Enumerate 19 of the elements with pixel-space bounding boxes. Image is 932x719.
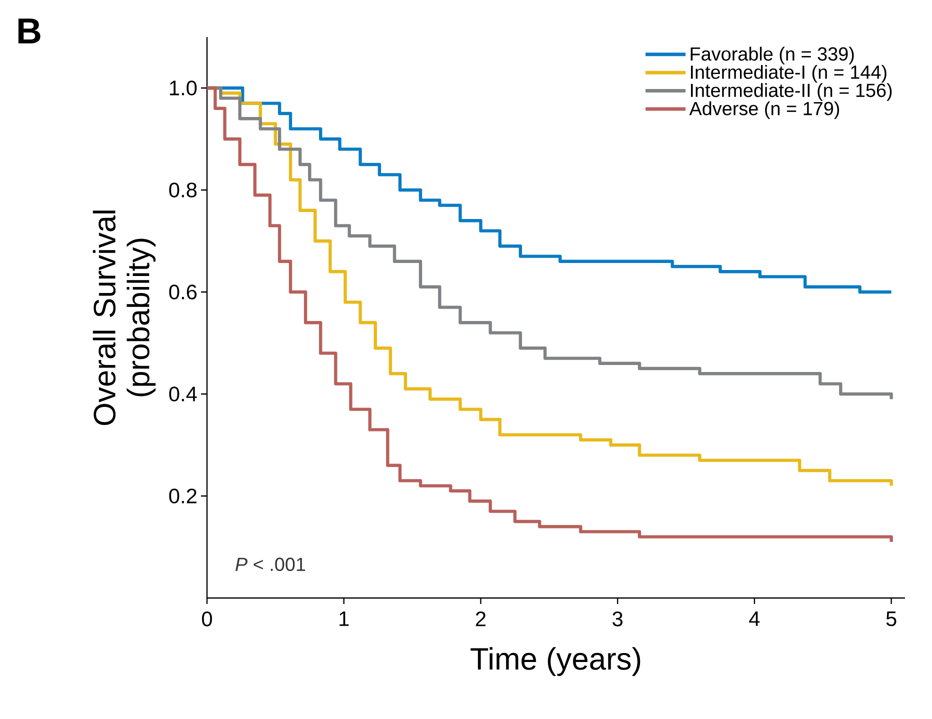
chart-title: B bbox=[18, 18, 40, 44]
y-tick-label: 0.2 bbox=[169, 488, 196, 504]
legend-label: Adverse (n = 179) bbox=[689, 101, 840, 120]
annotation: P < .001 bbox=[236, 558, 306, 572]
x-tick-label: 3 bbox=[612, 612, 622, 626]
y-tick-label: 0.6 bbox=[169, 284, 197, 300]
y-tick-label: 0.8 bbox=[169, 182, 197, 198]
y-tick-label: 0.4 bbox=[169, 386, 197, 402]
legend-label: Intermediate-II (n = 156) bbox=[691, 83, 892, 101]
x-tick-label: 2 bbox=[476, 612, 486, 626]
legend-label: Favorable (n = 339) bbox=[690, 46, 854, 64]
x-tick-label: 5 bbox=[886, 612, 896, 626]
y-tick-label: 1.0 bbox=[170, 80, 197, 96]
legend-label: Intermediate-I (n = 144) bbox=[691, 64, 886, 83]
x-tick-label: 0 bbox=[202, 612, 212, 626]
y-axis-title: Overall Survival (probability) bbox=[92, 210, 156, 426]
x-axis-title: Time (years) bbox=[470, 647, 640, 676]
x-tick-label: 4 bbox=[749, 612, 760, 626]
x-tick-label: 1 bbox=[340, 612, 349, 626]
